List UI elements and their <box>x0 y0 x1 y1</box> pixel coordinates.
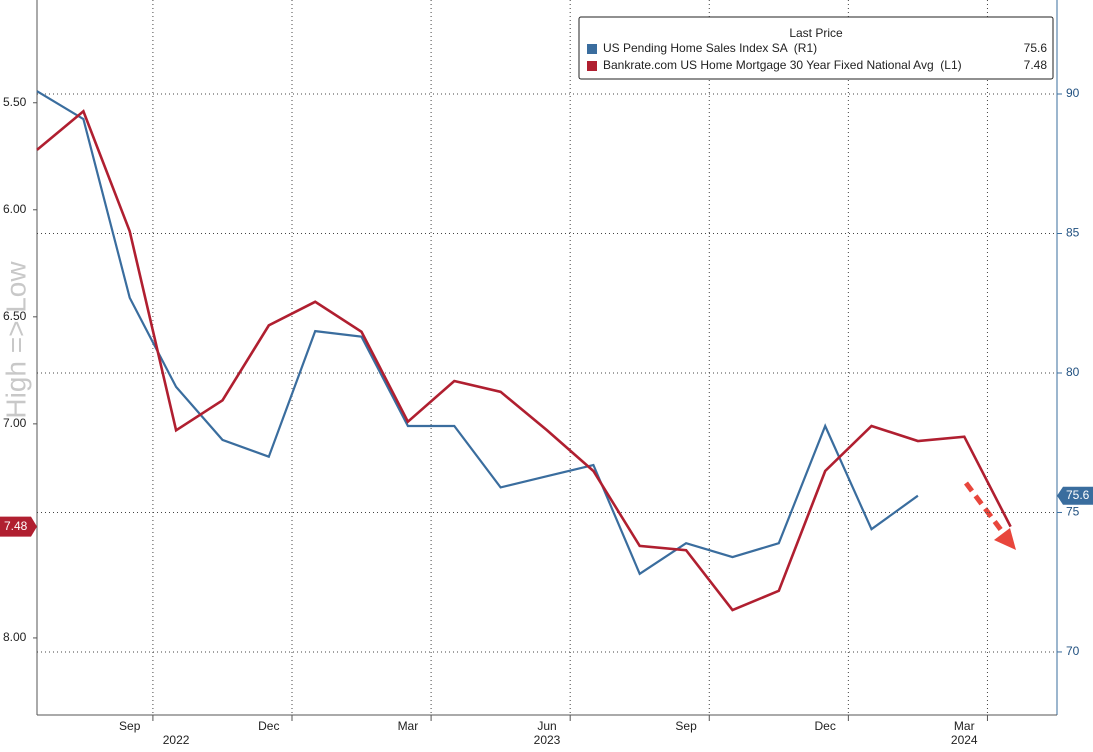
year-label: 2022 <box>163 733 190 747</box>
y2-tick-label: 85 <box>1066 226 1080 240</box>
last-value-label: 75.6 <box>1066 488 1090 502</box>
legend-label: Bankrate.com US Home Mortgage 30 Year Fi… <box>603 58 962 72</box>
legend-swatch <box>587 44 597 54</box>
x-tick-label: Mar <box>954 719 975 733</box>
y2-tick-label: 70 <box>1066 644 1080 658</box>
x-tick-label: Mar <box>398 719 419 733</box>
last-value-label: 7.48 <box>4 519 28 533</box>
legend-label: US Pending Home Sales Index SA (R1) <box>603 41 817 55</box>
x-tick-label: Dec <box>258 719 279 733</box>
last-value-tag <box>1057 486 1093 505</box>
x-tick-label: Sep <box>675 719 697 733</box>
legend-swatch <box>587 61 597 71</box>
y2-tick-label: 75 <box>1066 505 1080 519</box>
x-tick-label: Dec <box>815 719 836 733</box>
y-tick-label: 6.00 <box>3 202 27 216</box>
x-tick-label: Jun <box>537 719 556 733</box>
y-tick-label: 5.50 <box>3 95 27 109</box>
y-tick-label: 6.50 <box>3 309 27 323</box>
series-line <box>36 109 1012 612</box>
year-label: 2024 <box>951 733 978 747</box>
trend-arrow <box>963 481 1016 550</box>
legend-value: 7.48 <box>1024 58 1048 72</box>
y2-tick-label: 80 <box>1066 365 1080 379</box>
legend-value: 75.6 <box>1024 41 1048 55</box>
x-tick-label: Sep <box>119 719 141 733</box>
y-tick-label: 7.00 <box>3 416 27 430</box>
year-label: 2023 <box>534 733 561 747</box>
series-line <box>36 90 919 576</box>
legend-title: Last Price <box>789 26 843 40</box>
y-tick-label: 8.00 <box>3 630 27 644</box>
annotation: High => Low <box>0 261 31 419</box>
last-value-tag <box>0 516 37 537</box>
legend-box <box>578 16 1054 80</box>
y2-tick-label: 90 <box>1066 86 1080 100</box>
